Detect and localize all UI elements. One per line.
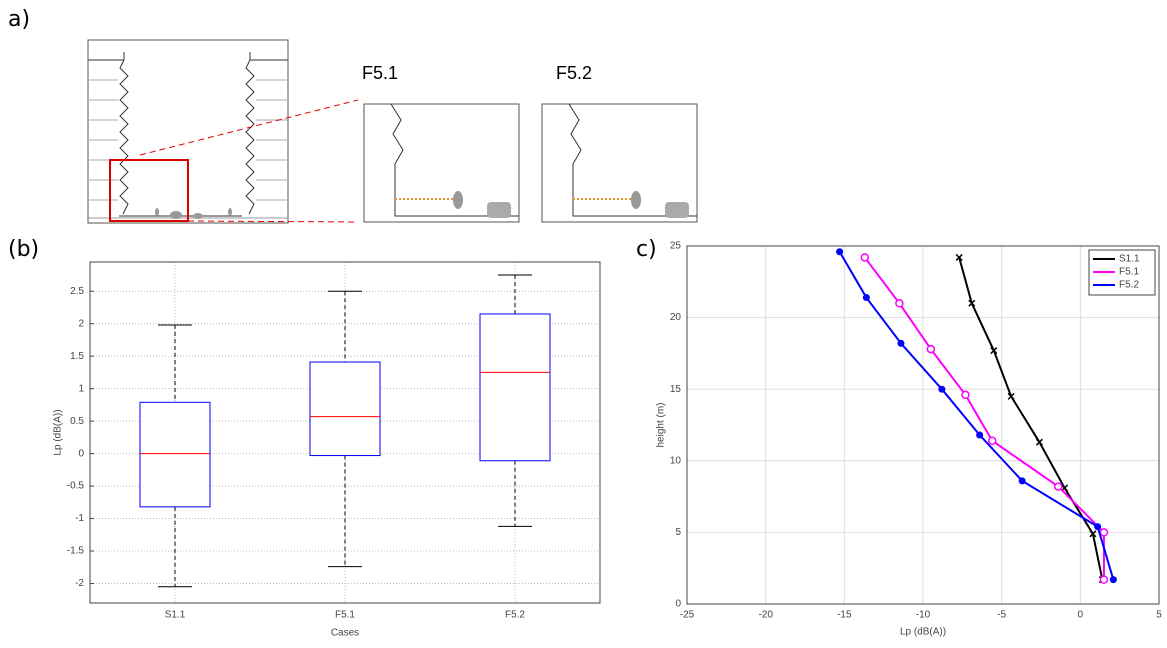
y-tick-label: 10 (670, 455, 682, 466)
page: a) (b) c) F5.1 F5.2 -2 -1.5 -1 -0.5 0 0.5 1 1.5… (0, 0, 1167, 648)
panel-label: c) (636, 237, 657, 262)
marker (1100, 529, 1107, 536)
x-tick-label: F5.1 (335, 610, 355, 621)
y-tick-label: 1 (78, 383, 84, 394)
x-axis-label: Lp (dB(A)) (900, 627, 946, 638)
x-axis-label: Cases (331, 628, 359, 639)
marker (1110, 576, 1117, 583)
zoom-label: F5.1 (362, 63, 398, 83)
marker (1094, 523, 1101, 530)
y-tick-label: 0.5 (70, 416, 84, 427)
marker (1019, 477, 1026, 484)
x-tick-label: 0 (1078, 610, 1084, 621)
y-axis-label: Lp (dB(A)) (53, 409, 64, 455)
y-tick-label: 15 (670, 384, 682, 395)
legend-label: F5.1 (1119, 267, 1139, 278)
panel-label: (b) (8, 237, 39, 262)
y-tick-label: 20 (670, 312, 682, 323)
x-tick-label: F5.2 (505, 610, 525, 621)
x-tick-label: -10 (916, 610, 931, 621)
y-tick-label: -2 (75, 578, 84, 589)
marker (938, 386, 945, 393)
panel-label: a) (8, 7, 30, 32)
y-tick-label: 0 (675, 599, 681, 610)
marker (976, 432, 983, 439)
y-tick-label: 1.5 (70, 351, 84, 362)
marker (927, 346, 934, 353)
x-tick-label: S1.1 (165, 610, 186, 621)
legend-label: S1.1 (1119, 254, 1140, 265)
marker (861, 254, 868, 261)
box (310, 362, 380, 456)
y-tick-label: 2.5 (70, 286, 84, 297)
y-tick-label: 5 (675, 527, 681, 538)
marker (989, 437, 996, 444)
x-tick-label: 5 (1156, 610, 1162, 621)
y-tick-label: 25 (670, 241, 682, 252)
marker (836, 248, 843, 255)
figure: a) (b) c) F5.1 F5.2 -2 -1.5 -1 -0.5 0 0.5 1 1.5… (0, 0, 1167, 643)
y-axis-label: height (m) (656, 402, 667, 447)
x-tick-label: -25 (680, 610, 695, 621)
marker (1055, 483, 1062, 490)
legend-label: F5.2 (1119, 280, 1139, 291)
marker (896, 300, 903, 307)
y-tick-label: -1.5 (67, 546, 85, 557)
marker (863, 294, 870, 301)
box (480, 314, 550, 461)
y-tick-label: 2 (78, 318, 84, 329)
marker (897, 340, 904, 347)
marker (1100, 576, 1107, 583)
y-tick-label: 0 (78, 448, 84, 459)
y-tick-label: -1 (75, 513, 84, 524)
marker (962, 391, 969, 398)
box (140, 402, 210, 507)
y-tick-label: -0.5 (67, 481, 85, 492)
zoom-label: F5.2 (556, 63, 592, 83)
x-tick-label: -15 (837, 610, 852, 621)
x-tick-label: -20 (758, 610, 773, 621)
x-tick-label: -5 (997, 610, 1006, 621)
